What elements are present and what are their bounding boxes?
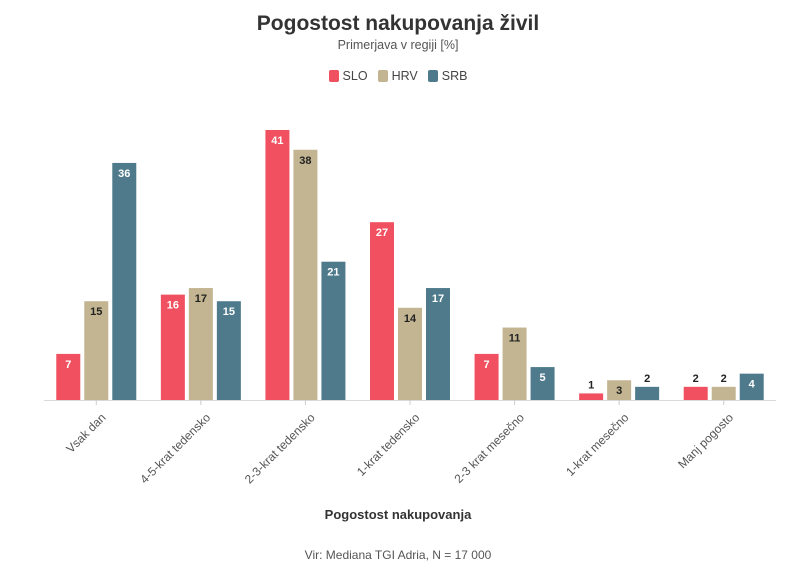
data-label: 4 (749, 379, 756, 391)
data-label: 27 (376, 227, 388, 239)
bar-hrv[interactable] (84, 301, 109, 400)
data-label: 16 (167, 300, 179, 312)
legend-label-srb: SRB (441, 69, 468, 83)
data-label: 3 (616, 385, 622, 397)
bar-slo[interactable] (56, 353, 81, 400)
data-label: 2 (721, 373, 727, 385)
x-tick-label: 1-krat tedensko (354, 410, 423, 479)
bar-slo[interactable] (474, 353, 499, 400)
x-tick-label: 2-3-krat tedensko (242, 410, 318, 486)
bar-hrv[interactable] (293, 149, 318, 400)
legend-item-hrv[interactable]: HRV (377, 69, 418, 83)
bar-slo[interactable] (265, 130, 290, 400)
x-tick-label: Vsak dan (63, 410, 108, 455)
bar-slo[interactable] (579, 393, 604, 400)
legend-swatch-slo (328, 70, 339, 82)
data-label: 36 (118, 168, 130, 180)
bar-srb[interactable] (530, 367, 555, 400)
data-label: 2 (693, 373, 699, 385)
chart-subtitle: Primerjava v regiji [%] (337, 38, 459, 52)
x-tick-label: 4-5-krat tedensko (137, 410, 213, 486)
x-axis-title: Pogostost nakupovanja (324, 507, 472, 522)
data-label: 41 (271, 135, 283, 147)
x-tick-label: 1-krat mesečno (563, 410, 632, 479)
x-tick-label: 2-3 krat mesečno (451, 410, 527, 486)
legend-label-slo: SLO (342, 69, 368, 83)
data-label: 11 (509, 333, 521, 345)
bar-srb[interactable] (426, 288, 450, 400)
data-label: 5 (540, 372, 546, 384)
data-label: 17 (432, 293, 444, 305)
bar-hrv[interactable] (398, 307, 422, 400)
data-label: 2 (644, 373, 650, 385)
bar-slo[interactable] (160, 294, 185, 400)
data-label: 15 (223, 306, 235, 318)
bar-slo[interactable] (683, 386, 708, 400)
bar-hrv[interactable] (502, 327, 527, 400)
bar-slo[interactable] (370, 222, 394, 400)
bar-hrv[interactable] (188, 288, 213, 400)
data-label: 7 (484, 359, 490, 371)
legend-label-hrv: HRV (391, 69, 418, 83)
legend: SLO HRV SRB (0, 69, 796, 83)
chart-title: Pogostost nakupovanja živil (256, 12, 540, 35)
x-tick-label: Manj pogosto (675, 410, 736, 471)
data-label: 14 (404, 313, 417, 325)
bar-srb[interactable] (112, 162, 137, 400)
data-label: 21 (327, 267, 339, 279)
data-label: 38 (299, 155, 311, 167)
bar-srb[interactable] (739, 373, 764, 400)
source-note: Vir: Mediana TGI Adria, N = 17 000 (304, 548, 492, 562)
bar-hrv[interactable] (711, 386, 736, 400)
data-label: 7 (65, 359, 71, 371)
data-label: 15 (90, 306, 102, 318)
legend-item-slo[interactable]: SLO (328, 69, 368, 83)
legend-item-srb[interactable]: SRB (427, 69, 468, 83)
legend-swatch-srb (427, 70, 438, 82)
data-label: 1 (588, 379, 594, 391)
data-label: 17 (195, 293, 207, 305)
bar-srb[interactable] (321, 261, 346, 400)
bar-srb[interactable] (635, 386, 660, 400)
bar-hrv[interactable] (607, 380, 632, 400)
legend-swatch-hrv (377, 70, 388, 82)
bar-srb[interactable] (216, 301, 241, 400)
